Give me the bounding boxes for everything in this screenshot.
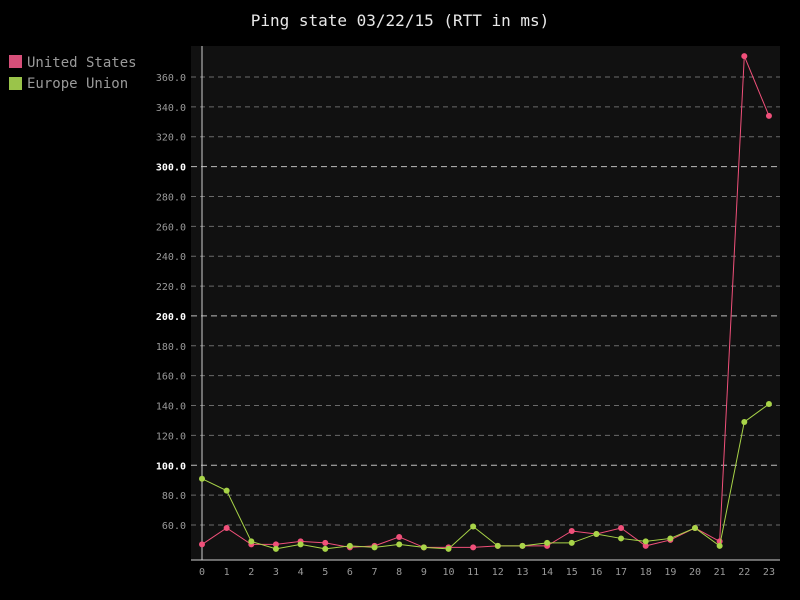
y-tick-label: 60.0	[162, 521, 186, 532]
data-point[interactable]	[568, 527, 575, 534]
chart-title: Ping state 03/22/15 (RTT in ms)	[251, 11, 550, 30]
y-tick-label: 200.0	[156, 312, 186, 323]
grid-lines	[191, 76, 780, 526]
y-tick-label: 220.0	[156, 282, 186, 293]
data-point[interactable]	[346, 542, 353, 549]
x-tick-label: 6	[347, 567, 353, 578]
legend-label-united-states: United States	[27, 55, 137, 71]
data-point[interactable]	[494, 542, 501, 549]
x-tick-label: 18	[640, 567, 652, 578]
x-tick-label: 9	[421, 567, 427, 578]
x-tick-label: 7	[372, 567, 378, 578]
x-tick-label: 22	[738, 567, 750, 578]
x-tick-label: 1	[224, 567, 230, 578]
data-point[interactable]	[445, 545, 452, 552]
data-point[interactable]	[199, 541, 205, 548]
legend-swatch-united-states	[9, 55, 22, 68]
y-tick-label: 240.0	[156, 252, 186, 263]
legend-label-europe-union: Europe Union	[27, 76, 128, 92]
y-tick-label: 180.0	[156, 342, 186, 353]
data-point[interactable]	[396, 533, 403, 540]
x-tick-label: 14	[541, 567, 553, 578]
data-point[interactable]	[642, 542, 649, 549]
data-point[interactable]	[396, 541, 403, 548]
x-tick-label: 10	[442, 567, 454, 578]
series-layer	[199, 53, 772, 552]
data-point[interactable]	[272, 541, 279, 548]
data-point[interactable]	[765, 112, 772, 119]
data-point[interactable]	[765, 401, 772, 408]
x-tick-label: 12	[492, 567, 504, 578]
y-tick-label: 300.0	[156, 163, 186, 174]
legend-swatch-europe-union	[9, 77, 22, 90]
y-tick-label: 340.0	[156, 103, 186, 114]
x-tick-label: 5	[322, 567, 328, 578]
series-europe-union	[199, 401, 772, 552]
legend-item-united-states[interactable]: United States	[9, 55, 137, 71]
y-tick-label: 120.0	[156, 431, 186, 442]
x-tick-label: 15	[566, 567, 578, 578]
x-tick-label: 16	[590, 567, 602, 578]
x-tick-label: 13	[516, 567, 528, 578]
data-point[interactable]	[593, 530, 600, 537]
data-point[interactable]	[618, 524, 625, 531]
series-line	[201, 403, 770, 550]
series-line	[201, 55, 770, 548]
x-tick-label: 8	[396, 567, 402, 578]
x-tick-label: 3	[273, 567, 279, 578]
x-tick-label: 19	[664, 567, 676, 578]
data-point[interactable]	[371, 544, 378, 551]
data-point[interactable]	[297, 541, 304, 548]
data-point[interactable]	[199, 475, 205, 482]
data-point[interactable]	[741, 418, 748, 425]
data-point[interactable]	[420, 544, 427, 551]
x-tick-label: 21	[714, 567, 726, 578]
y-tick-label: 320.0	[156, 133, 186, 144]
data-point[interactable]	[692, 524, 698, 531]
x-tick-label: 2	[248, 567, 254, 578]
x-tick-label: 17	[615, 567, 627, 578]
data-point[interactable]	[470, 544, 477, 551]
data-point[interactable]	[741, 53, 748, 60]
data-point[interactable]	[223, 524, 230, 531]
data-point[interactable]	[544, 539, 551, 546]
y-axis-tick-labels: 60.0 80.0 100.0 120.0 140.0 160.0 180.0 200.0 22…	[156, 73, 186, 532]
y-tick-label: 80.0	[162, 491, 186, 502]
y-tick-label: 140.0	[156, 402, 186, 413]
y-tick-label: 100.0	[156, 461, 186, 472]
x-tick-label: 23	[763, 567, 775, 578]
data-point[interactable]	[519, 542, 526, 549]
x-tick-label: 4	[298, 567, 304, 578]
y-tick-label: 280.0	[156, 192, 186, 203]
data-point[interactable]	[470, 523, 477, 530]
y-tick-label: 360.0	[156, 73, 186, 84]
data-point[interactable]	[272, 545, 279, 552]
data-point[interactable]	[642, 538, 649, 545]
x-tick-label: 20	[689, 567, 701, 578]
y-tick-label: 160.0	[156, 372, 186, 383]
data-point[interactable]	[223, 487, 230, 494]
data-point[interactable]	[248, 538, 255, 545]
x-tick-label: 11	[467, 567, 479, 578]
x-tick-label: 0	[199, 567, 205, 578]
data-point[interactable]	[568, 539, 575, 546]
y-tick-label: 260.0	[156, 222, 186, 233]
legend-item-europe-union[interactable]: Europe Union	[9, 76, 128, 92]
data-point[interactable]	[322, 539, 329, 546]
legend: United States Europe Union	[9, 55, 137, 92]
data-point[interactable]	[716, 542, 723, 549]
data-point[interactable]	[618, 535, 625, 542]
x-axis-tick-labels: 0 1 2 3 4 5 6 7 8 9 10 11 12 13 14 15 16 17 18 19 20 21 22 23	[199, 567, 775, 578]
data-point[interactable]	[667, 535, 674, 542]
data-point[interactable]	[322, 545, 329, 552]
plot-area	[191, 46, 780, 560]
